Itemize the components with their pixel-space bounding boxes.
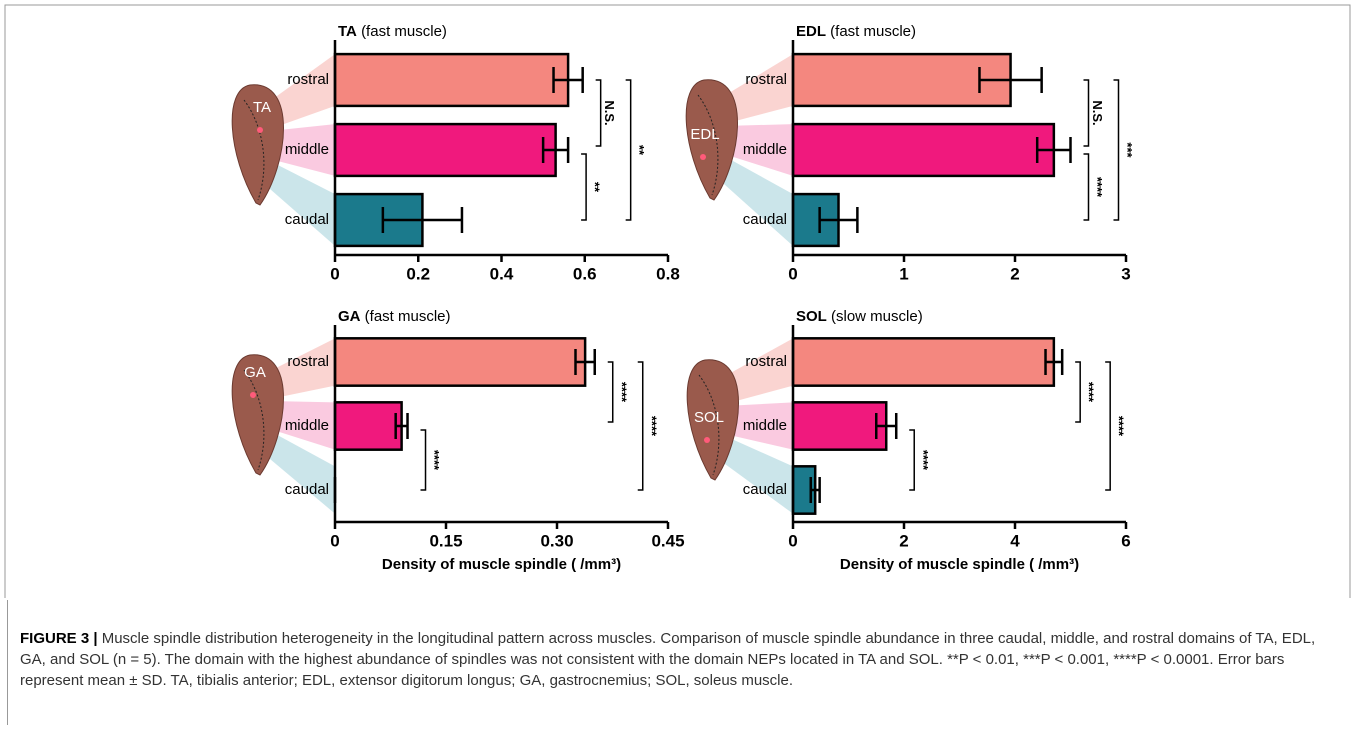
x-tick-label: 0.4 [490,264,514,283]
wedge [725,436,793,514]
bar [793,54,1011,106]
title: GA [338,308,361,325]
caption-label: FIGURE 3 | [20,630,98,647]
category-label: middle [285,417,329,434]
bar [793,402,886,449]
caption-rule [7,600,8,725]
x-tick-label: 0.30 [540,531,573,550]
significance-bracket [608,362,613,422]
subtitle: (fast muscle) [365,308,451,325]
x-tick-label: 0.45 [651,531,684,550]
x-tick-label: 0.15 [429,531,462,550]
bar [335,54,568,106]
image-label: SOL [694,409,724,426]
bar [793,338,1054,385]
wedge [270,161,335,246]
caption: FIGURE 3 | Muscle spindle distribution h… [20,628,1340,691]
category-label: middle [743,417,787,434]
caption-text: Muscle spindle distribution heterogeneit… [20,630,1315,689]
category-label: caudal [285,211,329,228]
significance-label: ** [632,145,647,156]
x-tick-label: 0 [330,264,339,283]
significance-label: **** [644,416,659,437]
x-tick-label: 0 [330,531,339,550]
x-tick-label: 4 [1010,531,1020,550]
x-tick-label: 0 [788,531,797,550]
bar [335,124,556,176]
x-tick-label: 0.2 [406,264,430,283]
significance-label: **** [1090,177,1105,198]
significance-bracket [1084,154,1089,220]
significance-bracket [638,362,643,490]
significance-bracket [1084,80,1089,146]
significance-bracket [1114,80,1119,220]
title: EDL [796,23,826,40]
category-label: caudal [285,481,329,498]
category-label: rostral [745,71,787,88]
panel-title: GA (fast muscle) [338,308,451,325]
category-label: middle [285,141,329,158]
significance-bracket [909,430,914,490]
x-tick-label: 0 [788,264,797,283]
category-label: middle [743,141,787,158]
significance-label: **** [614,382,629,403]
panel-title: TA (fast muscle) [338,23,447,40]
significance-label: **** [916,450,931,471]
image-label: GA [244,364,266,381]
significance-label: N.S. [602,100,617,125]
frame [5,5,1350,598]
bar [793,124,1054,176]
category-label: caudal [743,481,787,498]
nep-dot [257,127,263,133]
title: TA [338,23,357,40]
x-tick-label: 3 [1121,264,1130,283]
significance-bracket [1075,362,1080,422]
x-tick-label: 2 [899,531,908,550]
significance-bracket [596,80,601,146]
nep-dot [700,154,706,160]
significance-label: **** [427,450,442,471]
significance-label: *** [1120,142,1135,158]
nep-dot [704,437,710,443]
image-label: EDL [690,126,719,143]
subtitle: (fast muscle) [361,23,447,40]
x-tick-label: 1 [899,264,908,283]
significance-label: **** [1082,382,1097,403]
x-tick-label: 2 [1010,264,1019,283]
significance-bracket [1105,362,1110,490]
x-tick-label: 6 [1121,531,1130,550]
page: TATA (fast muscle)rostralmiddlecaudal00.… [0,0,1355,730]
title: SOL [796,308,827,325]
x-tick-label: 0.8 [656,264,680,283]
significance-label: **** [1112,416,1127,437]
category-label: caudal [743,211,787,228]
significance-label: ** [588,182,603,193]
subtitle: (slow muscle) [831,308,923,325]
category-label: rostral [745,353,787,370]
significance-bracket [581,154,586,220]
image-label: TA [253,99,271,116]
bar [335,402,402,449]
x-axis-label: Density of muscle spindle ( /mm³) [840,556,1079,573]
category-label: rostral [287,353,329,370]
panel-title: EDL (fast muscle) [796,23,916,40]
panel-title: SOL (slow muscle) [796,308,923,325]
nep-dot [250,392,256,398]
x-axis-label: Density of muscle spindle ( /mm³) [382,556,621,573]
significance-label: N.S. [1090,100,1105,125]
significance-bracket [421,430,426,490]
category-label: rostral [287,71,329,88]
bar [335,338,585,385]
significance-bracket [626,80,631,220]
subtitle: (fast muscle) [830,23,916,40]
x-tick-label: 0.6 [573,264,597,283]
